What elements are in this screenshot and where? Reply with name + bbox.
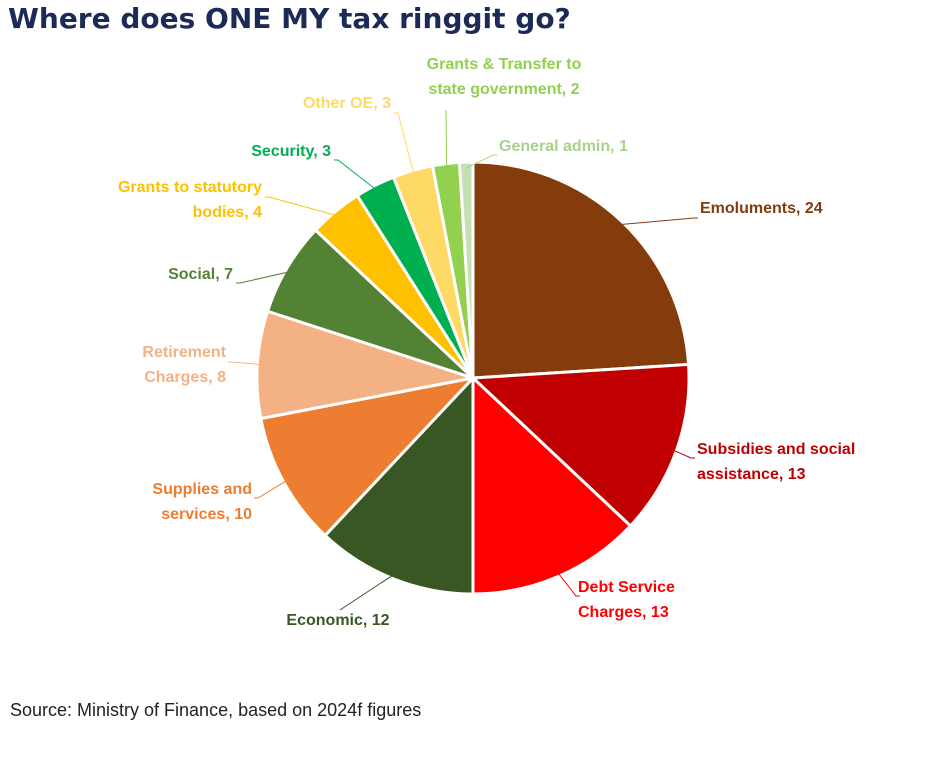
slice-label: Grants & Transfer to state government, 2 xyxy=(427,56,582,98)
slice-label: Supplies and services, 10 xyxy=(152,481,252,523)
leader-line xyxy=(254,478,290,499)
leader-line xyxy=(445,109,448,170)
pie-slice xyxy=(471,160,691,380)
slice-label: Debt Service Charges, 13 xyxy=(578,579,675,621)
source-note: Source: Ministry of Finance, based on 20… xyxy=(10,700,422,720)
slice-label: Social, 7 xyxy=(168,266,233,283)
slice-label: Security, 3 xyxy=(251,143,331,160)
slice-label: Other OE, 3 xyxy=(303,95,391,112)
pie-slice xyxy=(323,376,475,596)
pie-slices xyxy=(255,160,691,596)
pie-chart: Emoluments, 24 Subsidies and social assist… xyxy=(118,56,855,629)
pie-slice xyxy=(457,160,475,380)
slice-label: Retirement Charges, 8 xyxy=(142,344,226,386)
chart-title: Where does ONE MY tax ringgit go? xyxy=(8,2,571,35)
slice-label: Economic, 12 xyxy=(286,612,389,629)
slice-label: General admin, 1 xyxy=(499,138,628,155)
leader-line xyxy=(265,196,340,217)
leader-line xyxy=(670,448,695,459)
slice-labels: Emoluments, 24 Subsidies and social assist… xyxy=(118,56,855,629)
leader-line xyxy=(616,217,698,226)
leader-line xyxy=(466,154,497,169)
leader-line xyxy=(236,270,293,284)
slice-label: Emoluments, 24 xyxy=(700,200,823,217)
slice-label: Subsidies and social assistance, 13 xyxy=(697,441,855,483)
leader-line xyxy=(394,112,415,177)
leader-line xyxy=(339,572,396,611)
leader-lines xyxy=(228,109,698,611)
slice-label: Grants to statutory bodies, 4 xyxy=(118,179,262,221)
pie-slice xyxy=(471,376,632,596)
leader-line xyxy=(228,361,264,366)
leader-line xyxy=(556,570,580,597)
leader-line xyxy=(334,159,379,192)
